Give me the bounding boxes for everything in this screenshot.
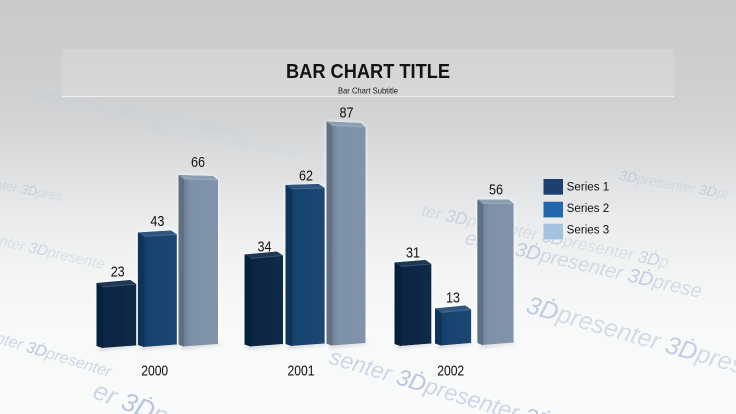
svg-text:2000: 2000 bbox=[141, 363, 168, 380]
svg-text:43: 43 bbox=[150, 214, 164, 230]
svg-text:66: 66 bbox=[191, 155, 205, 171]
svg-text:23: 23 bbox=[111, 264, 125, 280]
svg-text:34: 34 bbox=[258, 239, 272, 255]
svg-text:BAR CHART TITLE: BAR CHART TITLE bbox=[286, 61, 450, 83]
svg-text:56: 56 bbox=[489, 183, 503, 199]
svg-text:Series 1: Series 1 bbox=[567, 181, 610, 193]
svg-text:31: 31 bbox=[406, 245, 420, 261]
svg-text:Bar Chart Subtitle: Bar Chart Subtitle bbox=[338, 86, 398, 96]
svg-text:2001: 2001 bbox=[288, 363, 315, 380]
svg-text:Series 2: Series 2 bbox=[567, 203, 610, 215]
svg-text:62: 62 bbox=[299, 169, 313, 185]
svg-text:87: 87 bbox=[340, 106, 354, 122]
svg-text:13: 13 bbox=[446, 290, 460, 306]
svg-text:2002: 2002 bbox=[437, 363, 464, 380]
svg-text:Series 3: Series 3 bbox=[567, 224, 610, 236]
